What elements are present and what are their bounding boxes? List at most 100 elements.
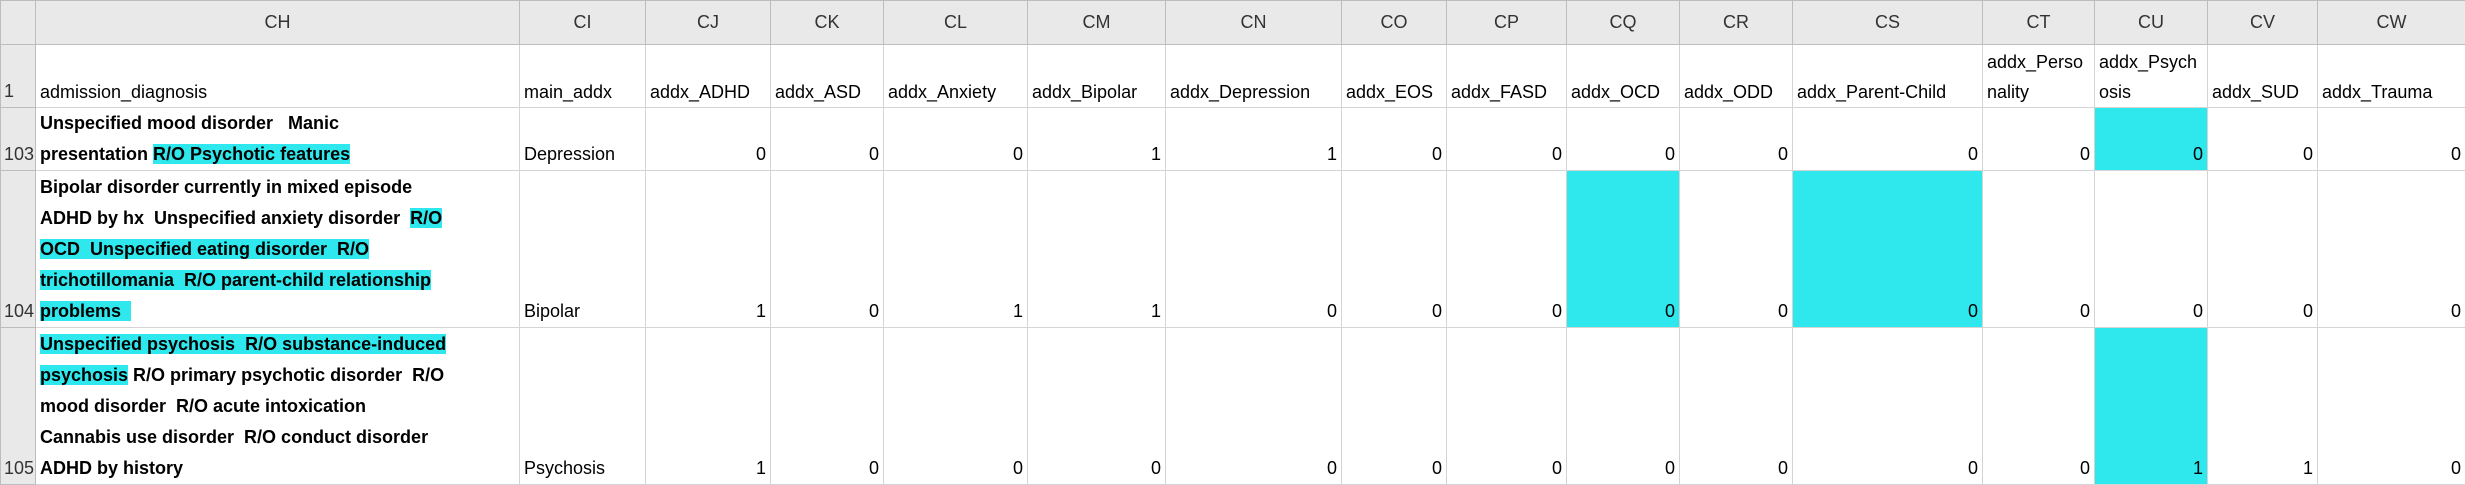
column-letter: CJ — [646, 1, 771, 45]
diagnosis-text: R/O Psychotic features — [153, 144, 350, 164]
cell-value: addx_Personality — [1987, 52, 2083, 102]
text-cell: addx_EOS — [1342, 45, 1447, 108]
cell-value: main_addx — [524, 82, 612, 102]
cell-value: 0 — [869, 301, 879, 321]
cell-value: addx_Depression — [1170, 82, 1310, 102]
cell-value: 0 — [1552, 144, 1562, 164]
flag-cell: 1 — [2095, 328, 2208, 485]
text-cell: addx_ASD — [771, 45, 884, 108]
text-cell: Psychosis — [520, 328, 646, 485]
cell-value: 0 — [2303, 301, 2313, 321]
flag-cell: 0 — [1793, 171, 1983, 328]
column-letter: CP — [1447, 1, 1567, 45]
cell-value: addx_SUD — [2212, 82, 2299, 102]
flag-cell: 1 — [1028, 171, 1166, 328]
cell-value: 0 — [2451, 301, 2461, 321]
text-cell: admission_diagnosis — [36, 45, 520, 108]
cell-value: 0 — [2080, 301, 2090, 321]
row-number: 103 — [1, 108, 36, 171]
flag-cell: 0 — [1680, 171, 1793, 328]
cell-value: addx_Anxiety — [888, 82, 996, 102]
column-letter: CV — [2208, 1, 2318, 45]
cell-value: 1 — [2303, 458, 2313, 478]
text-cell: Depression — [520, 108, 646, 171]
cell-value: 0 — [1778, 144, 1788, 164]
cell-value: addx_Psychosis — [2099, 52, 2197, 102]
diagnosis-cell: Bipolar disorder currently in mixed epis… — [36, 171, 520, 328]
column-letter: CT — [1983, 1, 2095, 45]
cell-value: addx_ASD — [775, 82, 861, 102]
cell-value: 0 — [2451, 144, 2461, 164]
flag-cell: 0 — [1567, 108, 1680, 171]
cell-value: 1 — [756, 301, 766, 321]
flag-cell: 0 — [1680, 328, 1793, 485]
flag-cell: 0 — [2318, 328, 2465, 485]
cell-value: 0 — [1968, 301, 1978, 321]
column-letter: CR — [1680, 1, 1793, 45]
cell-value: Psychosis — [524, 458, 605, 478]
cell-value: 0 — [756, 144, 766, 164]
cell-value: 0 — [2451, 458, 2461, 478]
cell-value: addx_Bipolar — [1032, 82, 1137, 102]
text-cell: addx_Psychosis — [2095, 45, 2208, 108]
text-cell: addx_Anxiety — [884, 45, 1028, 108]
cell-value: 0 — [1552, 301, 1562, 321]
diagnosis-cell: Unspecified mood disorder Manic presenta… — [36, 108, 520, 171]
column-letter: CN — [1166, 1, 1342, 45]
cell-value: 0 — [869, 458, 879, 478]
flag-cell: 0 — [1342, 171, 1447, 328]
row-number: 104 — [1, 171, 36, 328]
flag-cell: 0 — [1166, 171, 1342, 328]
flag-cell: 0 — [2318, 108, 2465, 171]
cell-value: addx_FASD — [1451, 82, 1547, 102]
text-cell: addx_Bipolar — [1028, 45, 1166, 108]
column-letter: CH — [36, 1, 520, 45]
column-letter: CU — [2095, 1, 2208, 45]
cell-value: 0 — [2303, 144, 2313, 164]
flag-cell: 1 — [646, 171, 771, 328]
cell-value: 0 — [1432, 301, 1442, 321]
flag-cell: 0 — [646, 108, 771, 171]
flag-cell: 0 — [2095, 108, 2208, 171]
cell-value: 0 — [1778, 301, 1788, 321]
column-letter: CS — [1793, 1, 1983, 45]
cell-value: 0 — [2080, 458, 2090, 478]
cell-value: 0 — [1778, 458, 1788, 478]
cell-value: 1 — [1151, 301, 1161, 321]
flag-cell: 0 — [1793, 108, 1983, 171]
flag-cell: 0 — [1447, 171, 1567, 328]
cell-value: 0 — [1151, 458, 1161, 478]
flag-cell: 1 — [646, 328, 771, 485]
flag-cell: 1 — [1028, 108, 1166, 171]
cell-value: 0 — [2193, 144, 2203, 164]
text-cell: main_addx — [520, 45, 646, 108]
flag-cell: 0 — [2208, 171, 2318, 328]
flag-cell: 0 — [1983, 171, 2095, 328]
flag-cell: 0 — [1680, 108, 1793, 171]
flag-cell: 0 — [1567, 328, 1680, 485]
flag-cell: 0 — [2208, 108, 2318, 171]
cell-value: addx_OCD — [1571, 82, 1660, 102]
cell-value: 0 — [1432, 144, 1442, 164]
column-letter: CW — [2318, 1, 2465, 45]
text-cell: addx_ADHD — [646, 45, 771, 108]
cell-value: 0 — [1013, 458, 1023, 478]
cell-value: addx_ODD — [1684, 82, 1773, 102]
cell-value: 1 — [1151, 144, 1161, 164]
cell-value: admission_diagnosis — [40, 82, 207, 102]
flag-cell: 0 — [884, 108, 1028, 171]
flag-cell: 0 — [1793, 328, 1983, 485]
flag-cell: 0 — [1447, 108, 1567, 171]
column-letter: CK — [771, 1, 884, 45]
cell-value: 0 — [2080, 144, 2090, 164]
flag-cell: 0 — [1342, 328, 1447, 485]
cell-value: 0 — [1665, 144, 1675, 164]
text-cell: addx_ODD — [1680, 45, 1793, 108]
cell-value: 0 — [869, 144, 879, 164]
cell-value: 1 — [1013, 301, 1023, 321]
flag-cell: 0 — [1166, 328, 1342, 485]
